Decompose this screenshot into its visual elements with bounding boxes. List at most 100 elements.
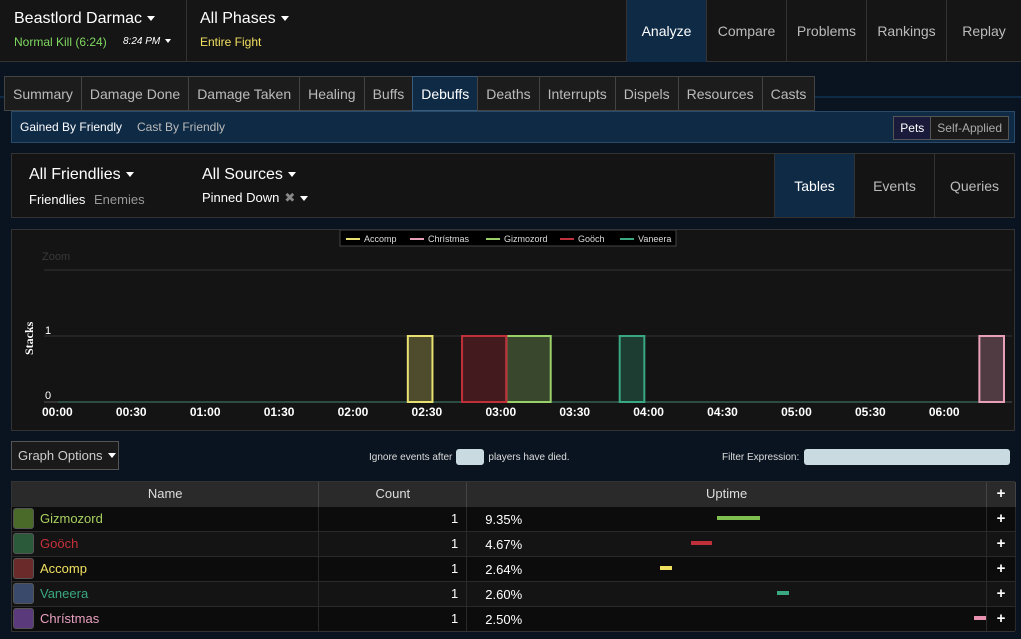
expand-row-button[interactable]: + — [986, 505, 1017, 531]
expand-all-button[interactable]: + — [986, 482, 1017, 506]
phase-sub: Entire Fight — [200, 35, 262, 49]
top-nav-replay[interactable]: Replay — [946, 0, 1021, 62]
chevron-down-icon — [107, 453, 116, 458]
view-tab-tables[interactable]: Tables — [774, 154, 854, 217]
chart-svg: Zoom Stacks 1 0 00:00 00:30 01:00 01:30 02:00 02:… — [22, 230, 1012, 419]
name-cell: Gizmozord — [12, 505, 320, 531]
uptime-cell: 9.35% — [466, 505, 987, 531]
uptime-bar — [974, 615, 986, 620]
x-tick-label: 05:00 — [781, 405, 812, 419]
count-column-header[interactable]: Count — [318, 482, 468, 506]
rogue-icon — [13, 558, 34, 579]
x-tick-label: 04:00 — [633, 405, 664, 419]
player-name[interactable]: Gizmozord — [40, 511, 103, 526]
tab-summary[interactable]: Summary — [4, 76, 81, 111]
deaths-threshold-input[interactable] — [456, 449, 485, 465]
debuff-chart[interactable]: Zoom Stacks 1 0 00:00 00:30 01:00 01:30 02:00 02:… — [11, 229, 1015, 431]
tab-casts[interactable]: Casts — [761, 76, 816, 111]
legend-box — [339, 230, 677, 247]
chevron-down-icon — [300, 196, 309, 202]
player-name-dropdown[interactable]: Beastlord Darmac — [14, 10, 156, 28]
report-tabs: Summary Damage Done Damage Taken Healing Buf… — [4, 76, 816, 111]
name-cell-content: Vaneera — [12, 583, 318, 604]
tab-deaths[interactable]: Deaths — [477, 76, 539, 111]
kill-time-dropdown[interactable]: 8:24 PM — [123, 36, 172, 47]
friendlies-dropdown[interactable]: All Friendlies — [29, 166, 134, 184]
chevron-down-icon — [165, 39, 172, 44]
remove-icon[interactable]: ✖ — [284, 190, 296, 205]
tab-interrupts[interactable]: Interrupts — [538, 76, 615, 111]
series-bar-goöch — [461, 335, 508, 403]
tab-buffs[interactable]: Buffs — [363, 76, 413, 111]
paladin-icon — [13, 608, 34, 630]
expand-row-button[interactable]: + — [986, 605, 1017, 631]
view-tab-events[interactable]: Events — [854, 154, 934, 217]
player-name[interactable]: Goöch — [40, 536, 79, 551]
pets-toggle[interactable]: Pets — [894, 117, 932, 139]
debuff-mode-bar: Gained By Friendly Cast By Friendly Pets… — [11, 111, 1015, 143]
x-tick-label: 06:00 — [929, 405, 960, 419]
table-row[interactable]: Vaneera 1 2.60% + — [12, 580, 1017, 606]
player-name[interactable]: Vaneera — [40, 586, 89, 601]
self-applied-toggle[interactable]: Self-Applied — [931, 117, 1008, 139]
player-name[interactable]: Chrístmas — [40, 611, 100, 627]
view-tab-queries[interactable]: Queries — [934, 154, 1014, 217]
player-selector[interactable]: Beastlord Darmac Normal Kill (6:24) 8:24… — [14, 0, 184, 62]
top-nav-analyze[interactable]: Analyze — [626, 0, 706, 62]
top-nav-compare[interactable]: Compare — [706, 0, 786, 62]
legend-label: Gizmozord — [504, 234, 548, 244]
gained-by-friendly-link[interactable]: Gained By Friendly — [20, 120, 123, 134]
plus-icon: + — [996, 585, 1006, 602]
expand-row-button[interactable]: + — [986, 555, 1017, 581]
count-cell: 1 — [318, 530, 468, 556]
x-tick-label: 01:30 — [264, 405, 295, 419]
tab-damage-done[interactable]: Damage Done — [80, 76, 189, 111]
tab-debuffs[interactable]: Debuffs — [412, 76, 478, 111]
kill-time: 8:24 PM — [123, 36, 161, 47]
expand-row-button[interactable]: + — [986, 580, 1017, 606]
name-cell-content: Chrístmas — [12, 608, 318, 630]
expand-row-button[interactable]: + — [986, 530, 1017, 556]
tab-resources[interactable]: Resources — [677, 76, 762, 111]
uptime-bar — [776, 590, 789, 595]
count-cell: 1 — [318, 580, 468, 606]
enemies-link[interactable]: Enemies — [94, 192, 145, 207]
uptime-percent: 2.50% — [485, 611, 523, 627]
uptime-bar — [716, 515, 760, 520]
uptime-column-header[interactable]: Uptime — [466, 482, 987, 506]
cast-by-friendly-link[interactable]: Cast By Friendly — [137, 120, 226, 134]
filter-expression-input[interactable] — [804, 449, 1011, 465]
graph-options-label: Graph Options — [18, 448, 103, 463]
uptime-percent: 4.67% — [485, 536, 523, 552]
player-name[interactable]: Accomp — [40, 561, 87, 576]
top-nav-problems[interactable]: Problems — [786, 0, 866, 62]
ability-dropdown[interactable]: Pinned Down ✖ — [202, 190, 309, 206]
x-tick-label: 05:30 — [855, 405, 886, 419]
table-row[interactable]: Goöch 1 4.67% + — [12, 530, 1017, 556]
uptime-percent: 9.35% — [485, 511, 523, 527]
tab-healing[interactable]: Healing — [299, 76, 364, 111]
tab-damage-taken[interactable]: Damage Taken — [188, 76, 300, 111]
legend-label: Goöch — [578, 234, 605, 244]
x-tick-label: 02:00 — [338, 405, 369, 419]
top-nav-rankings[interactable]: Rankings — [866, 0, 946, 62]
tab-dispels[interactable]: Dispels — [614, 76, 678, 111]
name-cell: Goöch — [12, 530, 320, 556]
graph-options-button[interactable]: Graph Options — [11, 441, 119, 470]
y-tick-label: 1 — [45, 325, 51, 337]
plus-icon: + — [996, 485, 1006, 503]
uptime-percent: 2.60% — [485, 586, 523, 602]
friendlies-link[interactable]: Friendlies — [29, 192, 86, 207]
table-row[interactable]: Gizmozord 1 9.35% + — [12, 505, 1017, 531]
table-row[interactable]: Chrístmas 1 2.50% + — [12, 605, 1017, 631]
chevron-down-icon — [287, 172, 296, 178]
plus-icon: + — [996, 510, 1006, 527]
ignore-events-row: Ignore events after players have died. — [369, 449, 570, 465]
phase-dropdown[interactable]: All Phases — [200, 10, 289, 28]
plus-icon: + — [996, 560, 1006, 577]
sources-dropdown[interactable]: All Sources — [202, 166, 296, 184]
series-bar-accomp — [406, 335, 434, 403]
table-row[interactable]: Accomp 1 2.64% + — [12, 555, 1017, 581]
name-column-header[interactable]: Name — [12, 482, 320, 506]
phase-selector[interactable]: All Phases Entire Fight — [200, 0, 320, 62]
